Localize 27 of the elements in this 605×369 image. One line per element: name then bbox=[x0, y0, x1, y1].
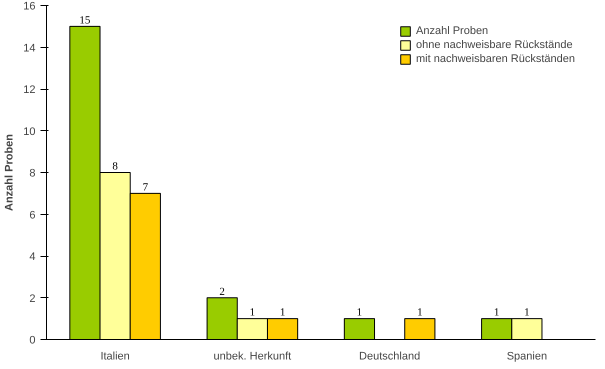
data-label: 1 bbox=[250, 306, 256, 319]
data-label: 1 bbox=[417, 306, 423, 319]
data-label: 15 bbox=[79, 14, 91, 26]
y-tick-label: 16 bbox=[23, 0, 36, 12]
data-label: 1 bbox=[524, 306, 530, 319]
x-tick-label: unbek. Herkunft bbox=[214, 350, 292, 362]
legend-label: Anzahl Proben bbox=[416, 25, 488, 37]
data-label: 1 bbox=[280, 306, 286, 319]
y-tick-label: 10 bbox=[23, 126, 36, 138]
y-tick-label: 14 bbox=[23, 42, 36, 54]
data-label: 7 bbox=[142, 181, 149, 194]
y-tick-label: 12 bbox=[23, 84, 36, 96]
y-axis-title: Anzahl Proben bbox=[3, 134, 16, 212]
x-tick-label: Italien bbox=[100, 350, 130, 362]
data-label: 1 bbox=[494, 306, 500, 319]
data-label: 1 bbox=[356, 306, 362, 319]
data-label: 2 bbox=[219, 286, 225, 298]
legend-label: mit nachweisbaren Rückständen bbox=[416, 53, 575, 65]
legend-label: ohne nachweisbare Rückstände bbox=[416, 39, 573, 51]
x-tick-label: Deutschland bbox=[359, 350, 420, 362]
y-tick-label: 0 bbox=[29, 334, 36, 346]
y-tick-label: 2 bbox=[29, 292, 36, 305]
x-tick-label: Spanien bbox=[506, 350, 548, 362]
y-tick-label: 8 bbox=[29, 168, 36, 180]
y-tick-label: 4 bbox=[29, 251, 36, 263]
data-label: 8 bbox=[112, 160, 118, 172]
y-tick-label: 6 bbox=[29, 209, 36, 222]
